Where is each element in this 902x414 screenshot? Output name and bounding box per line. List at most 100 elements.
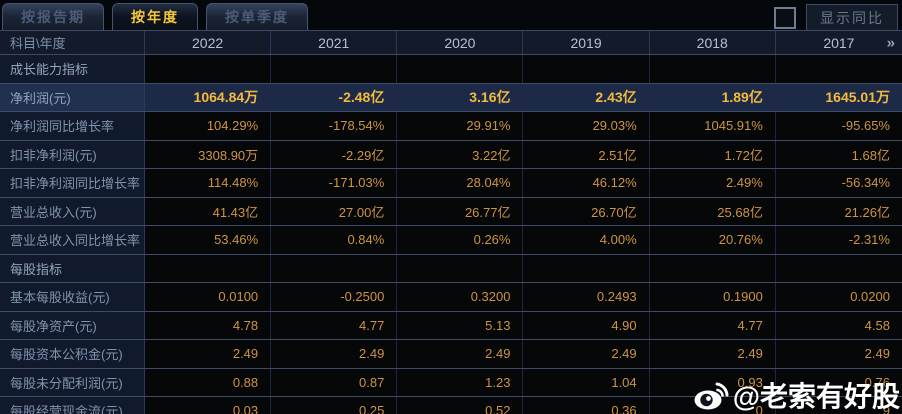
year-header-2021: 2021 xyxy=(271,31,398,54)
value-cell: 0.36 xyxy=(523,397,650,414)
value-cell: -0.2500 xyxy=(271,283,398,311)
value-cell: 1.68亿 xyxy=(775,140,902,168)
value-cell: 2.49 xyxy=(397,340,524,368)
value-cell: 29.03% xyxy=(523,112,650,140)
value-cell: 4.78 xyxy=(145,311,272,339)
year-label: 2021 xyxy=(318,34,350,51)
value-cell: 26.77亿 xyxy=(397,197,524,225)
table-body: 成长能力指标 净利润(元) 1064.84万 -2.48亿 3.16亿 2.43亿 1.89… xyxy=(0,55,902,414)
value-cell xyxy=(271,254,398,282)
tab-report-period[interactable]: 按报告期 xyxy=(2,3,104,30)
watermark: @老索有好股 xyxy=(692,375,900,414)
value-cell: 2.49% xyxy=(649,169,776,197)
value-cell: 0.76 xyxy=(775,368,902,396)
year-label: 2020 xyxy=(444,34,476,51)
value-cell: 28.04% xyxy=(397,169,524,197)
value-cell: 114.48% xyxy=(145,169,272,197)
value-cell: 0.25 xyxy=(271,397,398,414)
value-cell: 1.89亿 xyxy=(649,83,776,111)
period-tabbar: 按报告期 按年度 按单季度 显示同比 xyxy=(0,0,902,32)
value-cell: 0.52 xyxy=(397,397,524,414)
value-cell: 29.91% xyxy=(397,112,524,140)
value-cell xyxy=(397,55,524,83)
row-label: 每股指标 xyxy=(0,254,145,282)
value-cell: 0.03 xyxy=(145,397,272,414)
value-cell: 3308.90万 xyxy=(145,140,272,168)
row-label: 净利润(元) xyxy=(0,83,145,111)
year-header-2017: 2017 » xyxy=(775,31,902,54)
year-header-2019: 2019 xyxy=(523,31,650,54)
row-label: 每股经营现金流(元) xyxy=(0,397,145,414)
table-row: 净利润同比增长率 104.29% -178.54% 29.91% 29.03% 1045.… xyxy=(0,112,902,141)
tabbar-right-controls: 显示同比 xyxy=(774,4,898,32)
row-label: 每股净资产(元) xyxy=(0,311,145,339)
value-cell: 0.2493 xyxy=(523,283,650,311)
table-row: 基本每股收益(元) 0.0100 -0.2500 0.3200 0.2493 0.1900… xyxy=(0,283,902,312)
value-cell: 0.3200 xyxy=(397,283,524,311)
row-label: 扣非净利润(元) xyxy=(0,140,145,168)
table-row: 每股资本公积金(元) 2.49 2.49 2.49 2.49 2.49 2.49 xyxy=(0,340,902,369)
value-cell: 0.87 xyxy=(271,368,398,396)
year-header-2022: 2022 xyxy=(145,31,272,54)
value-cell xyxy=(397,254,524,282)
value-cell: -95.65% xyxy=(775,112,902,140)
value-cell: -56.34% xyxy=(775,169,902,197)
value-cell xyxy=(145,254,272,282)
value-cell: -171.03% xyxy=(271,169,398,197)
row-label: 营业总收入(元) xyxy=(0,197,145,225)
value-cell: 2.49 xyxy=(523,340,650,368)
year-label: 2022 xyxy=(192,34,224,51)
value-cell: 2.49 xyxy=(649,340,776,368)
value-cell: -2.31% xyxy=(775,226,902,254)
more-years-icon[interactable]: » xyxy=(886,34,895,51)
year-label: 2017 xyxy=(823,34,855,51)
tab-list: 按报告期 按年度 按单季度 xyxy=(0,3,316,30)
value-cell: 3.22亿 xyxy=(397,140,524,168)
value-cell: 26.70亿 xyxy=(523,197,650,225)
value-cell: -178.54% xyxy=(271,112,398,140)
financial-table: 科目\年度 2022 2021 2020 2019 2018 2017 » 成长能力指标 净利… xyxy=(0,30,902,414)
value-cell xyxy=(649,55,776,83)
value-cell: 46.12% xyxy=(523,169,650,197)
section-row: 每股指标 xyxy=(0,254,902,283)
value-cell: 53.46% xyxy=(145,226,272,254)
value-cell: 1064.84万 xyxy=(145,83,272,111)
value-cell: 3.16亿 xyxy=(397,83,524,111)
value-cell: 20.76% xyxy=(649,226,776,254)
corner-header: 科目\年度 xyxy=(0,31,145,54)
value-cell: 5.13 xyxy=(397,311,524,339)
table-header-row: 科目\年度 2022 2021 2020 2019 2018 2017 » xyxy=(0,30,902,55)
value-cell: 1.23 xyxy=(397,368,524,396)
value-cell: 41.43亿 xyxy=(145,197,272,225)
value-cell: 1.04 xyxy=(523,368,650,396)
value-cell: 104.29% xyxy=(145,112,272,140)
value-cell: 4.90 xyxy=(523,311,650,339)
tab-by-year[interactable]: 按年度 xyxy=(112,3,198,30)
value-cell: 21.26亿 xyxy=(775,197,902,225)
year-header-2018: 2018 xyxy=(649,31,776,54)
table-row: 扣非净利润同比增长率 114.48% -171.03% 28.04% 46.12% 2.4… xyxy=(0,169,902,198)
year-header-2020: 2020 xyxy=(397,31,524,54)
show-yoy-checkbox[interactable] xyxy=(774,7,796,29)
row-label: 每股未分配利润(元) xyxy=(0,368,145,396)
value-cell: 4.77 xyxy=(271,311,398,339)
table-row: 每股净资产(元) 4.78 4.77 5.13 4.90 4.77 4.58 xyxy=(0,311,902,340)
year-label: 2018 xyxy=(696,34,728,51)
row-label: 扣非净利润同比增长率 xyxy=(0,169,145,197)
table-row: 净利润(元) 1064.84万 -2.48亿 3.16亿 2.43亿 1.89亿 1645.… xyxy=(0,83,902,112)
value-cell: 0.1900 xyxy=(649,283,776,311)
value-cell xyxy=(775,254,902,282)
value-cell xyxy=(523,55,650,83)
row-label: 每股资本公积金(元) xyxy=(0,340,145,368)
value-cell: 27.00亿 xyxy=(271,197,398,225)
table-row: 营业总收入同比增长率 53.46% 0.84% 0.26% 4.00% 20.76% -2.… xyxy=(0,226,902,255)
value-cell: 2.43亿 xyxy=(523,83,650,111)
show-yoy-button[interactable]: 显示同比 xyxy=(806,4,898,32)
value-cell: 4.00% xyxy=(523,226,650,254)
value-cell xyxy=(271,55,398,83)
tab-single-quarter[interactable]: 按单季度 xyxy=(206,3,308,30)
value-cell: 0.0200 xyxy=(775,283,902,311)
value-cell: -2.48亿 xyxy=(271,83,398,111)
value-cell: 0.26% xyxy=(397,226,524,254)
